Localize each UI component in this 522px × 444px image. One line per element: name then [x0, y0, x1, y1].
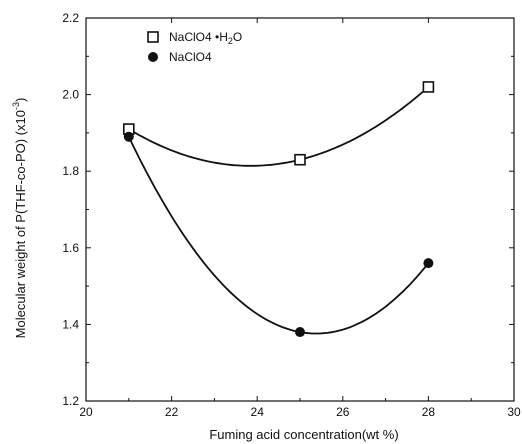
- y-axis-label-close: ): [13, 98, 28, 102]
- y-tick-label: 1.8: [62, 164, 79, 178]
- y-tick-label: 1.4: [62, 317, 79, 331]
- legend-label-end: O: [233, 30, 242, 44]
- legend-label-nacl-hydrate: NaClO4 •H2O: [169, 30, 242, 46]
- y-tick-label: 1.6: [62, 241, 79, 255]
- y-axis-label-exponent: -3: [11, 102, 21, 110]
- data-point-square: [294, 153, 306, 166]
- x-tick-label: 30: [507, 405, 521, 419]
- plot-frame: [85, 17, 515, 402]
- data-point-circle: [123, 131, 134, 142]
- legend-marker-circle: [148, 52, 158, 62]
- y-tick-label: 2.0: [62, 88, 79, 102]
- y-tick-label: 1.2: [62, 394, 79, 408]
- legend-label-main: NaClO4 •H: [169, 30, 228, 44]
- x-axis-label: Fuming acid concentration(wt %): [209, 427, 398, 442]
- legend-label-nacl: NaClO4: [169, 50, 212, 64]
- y-tick-label: 2.2: [62, 11, 79, 25]
- legend: NaClO4 •H2O NaClO4: [147, 30, 242, 64]
- x-tick-label: 24: [251, 405, 265, 419]
- fit-curve-series-2: [127, 136, 430, 335]
- data-markers: [123, 81, 435, 338]
- legend-marker-square: [147, 31, 159, 43]
- y-axis-label-main: Molecular weight of P(THF-co-PO) (x10: [13, 110, 28, 338]
- data-point-circle: [423, 258, 434, 269]
- x-tick-label: 28: [422, 405, 436, 419]
- data-point-square: [422, 81, 435, 93]
- data-point-circle: [295, 327, 305, 338]
- x-tick-label: 26: [336, 405, 350, 419]
- x-tick-label: 22: [165, 405, 179, 419]
- legend-label-subscript: 2: [228, 36, 233, 46]
- axes-group: 20 22 24 26 28 30 1.2 1.4 1.6 1.8 2.0 2.2: [62, 11, 521, 419]
- y-axis-label: Molecular weight of P(THF-co-PO) (x10-3): [11, 98, 28, 339]
- fit-curves: [127, 86, 430, 335]
- fit-curve-series-1: [128, 86, 429, 167]
- x-tick-label: 20: [79, 405, 93, 419]
